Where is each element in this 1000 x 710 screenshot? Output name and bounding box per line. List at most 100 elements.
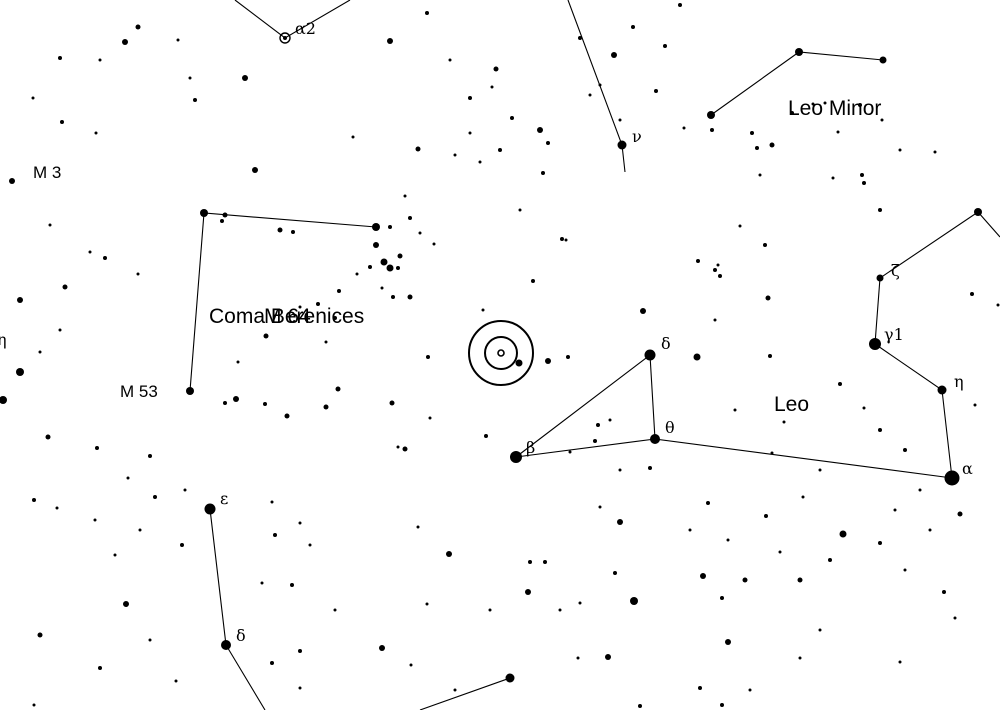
- field-star: [862, 406, 866, 410]
- field-star: [17, 297, 23, 303]
- field-star: [525, 589, 531, 595]
- field-star: [543, 560, 547, 564]
- field-star: [55, 506, 59, 510]
- field-star: [290, 583, 294, 587]
- star-label-theta-leo: θ: [665, 418, 675, 437]
- field-star: [416, 525, 420, 529]
- field-star: [568, 450, 572, 454]
- field-star: [790, 111, 794, 115]
- dso-label-m53: M 53: [120, 382, 158, 401]
- field-star: [823, 101, 827, 105]
- field-star: [878, 208, 882, 212]
- field-star: [368, 265, 372, 269]
- constellation-label-leo-minor: Leo Minor: [788, 97, 881, 120]
- field-star: [750, 131, 754, 135]
- field-star: [391, 295, 395, 299]
- field-star: [446, 551, 452, 557]
- field-star: [252, 167, 258, 173]
- field-star: [270, 500, 274, 504]
- field-star: [545, 358, 551, 364]
- field-star: [490, 85, 494, 89]
- field-star: [720, 596, 724, 600]
- star-label-zeta: ζ: [891, 261, 900, 280]
- field-star: [558, 608, 562, 612]
- star-beta-leo: [510, 451, 522, 463]
- field-star: [260, 581, 264, 585]
- constellation-lines: [189, 0, 1000, 710]
- field-star: [62, 284, 68, 290]
- star-label-delta-vir: δ: [236, 626, 246, 645]
- field-star: [718, 274, 722, 278]
- constellation-label-coma-berenices: Coma Berenices: [209, 305, 364, 328]
- field-star: [903, 448, 907, 452]
- field-star: [996, 303, 1000, 307]
- field-star: [765, 295, 771, 301]
- star-label-eta-edge: η: [0, 330, 7, 349]
- field-star: [564, 238, 568, 242]
- field-star: [801, 495, 805, 499]
- field-star: [355, 272, 359, 276]
- line-alpha2: [234, 0, 351, 39]
- field-star: [337, 289, 341, 293]
- field-star: [578, 601, 582, 605]
- field-star: [324, 340, 328, 344]
- star-alpha2-ring: [279, 32, 291, 44]
- star-com-3: [186, 387, 194, 395]
- field-star: [277, 227, 283, 233]
- field-star: [782, 420, 786, 424]
- field-star: [94, 131, 98, 135]
- field-star: [706, 501, 710, 505]
- field-star: [453, 153, 457, 157]
- star-delta-leo: [644, 349, 656, 361]
- field-star: [308, 543, 312, 547]
- star-leo-978: [974, 208, 982, 216]
- field-star: [432, 242, 436, 246]
- field-star: [678, 3, 682, 7]
- field-star: [878, 428, 882, 432]
- field-star: [31, 96, 35, 100]
- field-star: [618, 118, 622, 122]
- field-star: [270, 661, 274, 665]
- field-star: [918, 488, 922, 492]
- field-star: [836, 130, 840, 134]
- field-star: [860, 173, 864, 177]
- field-star: [862, 181, 866, 185]
- field-star: [188, 76, 192, 80]
- field-star: [453, 688, 457, 692]
- field-star: [174, 679, 178, 683]
- field-star: [323, 404, 329, 410]
- star-label-epsilon-vir: ε: [220, 489, 228, 508]
- field-star: [409, 663, 413, 667]
- field-star: [136, 272, 140, 276]
- field-star: [284, 413, 290, 419]
- field-star: [60, 120, 64, 124]
- field-star: [778, 550, 782, 554]
- field-star: [126, 476, 130, 480]
- field-star: [893, 508, 897, 512]
- field-star: [180, 543, 184, 547]
- field-star: [613, 571, 617, 575]
- field-star: [373, 242, 379, 248]
- field-star: [537, 127, 543, 133]
- field-star: [298, 521, 302, 525]
- field-star: [380, 286, 384, 290]
- field-star: [700, 573, 706, 579]
- field-star: [528, 560, 532, 564]
- field-star: [298, 686, 302, 690]
- field-star: [113, 553, 117, 557]
- field-star: [98, 58, 102, 62]
- field-star: [333, 316, 337, 320]
- field-star: [588, 93, 592, 97]
- field-star: [973, 403, 977, 407]
- line-virgo: [209, 508, 266, 710]
- field-star: [32, 498, 36, 502]
- field-star: [48, 223, 52, 227]
- field-star: [298, 305, 302, 309]
- field-star: [566, 355, 570, 359]
- field-star: [698, 686, 702, 690]
- field-star: [58, 328, 62, 332]
- star-label-delta-leo: δ: [661, 334, 671, 353]
- field-star: [716, 263, 720, 267]
- field-star: [880, 118, 884, 122]
